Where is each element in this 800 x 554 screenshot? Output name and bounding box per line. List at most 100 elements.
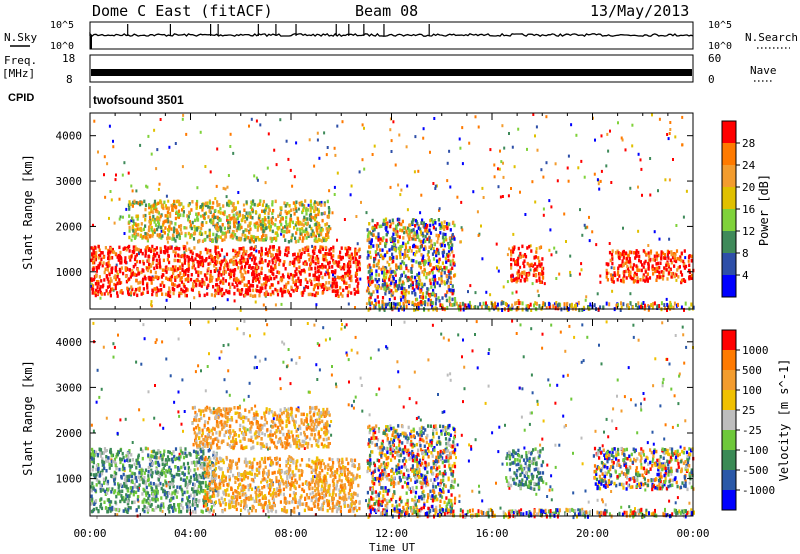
scatter-cell [316, 131, 319, 135]
echo-cell [415, 250, 418, 254]
scatter-cell [599, 179, 602, 183]
echo-cell [101, 457, 104, 461]
echo-cell [358, 262, 361, 266]
scatter-cell [255, 119, 258, 123]
echo-cell [651, 264, 654, 268]
echo-cell [399, 295, 402, 300]
echo-cell [162, 250, 165, 254]
scatter-cell [396, 360, 399, 364]
scatter-cell [350, 184, 353, 188]
scatter-cell [333, 193, 336, 196]
echo-cell [173, 268, 176, 272]
ground-scatter-cell [671, 512, 674, 517]
echo-cell [649, 257, 652, 262]
echo-cell [265, 291, 268, 295]
ground-scatter-cell [652, 511, 655, 516]
echo-cell [431, 268, 434, 273]
ground-scatter-cell [662, 513, 665, 517]
echo-cell [147, 248, 151, 252]
echo-cell [677, 275, 680, 279]
freq-panel-frame [89, 54, 694, 83]
scatter-cell [398, 385, 401, 389]
echo-cell [116, 281, 119, 286]
ground-scatter-cell [557, 511, 560, 515]
echo-cell [347, 246, 350, 250]
echo-cell [188, 219, 191, 224]
scatter-cell [534, 200, 537, 204]
echo-cell [646, 277, 649, 281]
ground-scatter-cell [527, 304, 530, 308]
echo-cell [418, 248, 421, 252]
ground-scatter-cell [630, 511, 633, 516]
echo-cell [218, 218, 221, 222]
ground-scatter-cell [605, 509, 608, 514]
echo-cell [177, 503, 180, 507]
echo-cell [388, 290, 391, 295]
echo-cell [269, 224, 272, 229]
echo-cell [192, 261, 195, 266]
scatter-cell [510, 187, 512, 190]
echo-cell [136, 458, 139, 462]
echo-cell [193, 246, 196, 250]
scatter-cell [498, 425, 501, 429]
scatter-cell [181, 165, 184, 169]
scatter-cell [214, 197, 217, 201]
echo-cell [244, 290, 247, 294]
scatter-cell [316, 378, 319, 381]
echo-cell [223, 226, 226, 231]
echo-cell [130, 291, 133, 295]
echo-cell [414, 252, 417, 257]
echo-cell [312, 273, 315, 278]
echo-cell [346, 269, 349, 273]
echo-cell [431, 252, 435, 256]
echo-cell [451, 233, 454, 237]
scatter-cell [434, 184, 437, 188]
ground-scatter-cell [493, 305, 496, 310]
ground-scatter-cell [549, 509, 552, 513]
echo-cell [394, 230, 397, 234]
echo-cell [302, 208, 305, 212]
scatter-cell [287, 157, 290, 161]
scatter-cell [253, 174, 256, 178]
echo-cell [374, 277, 377, 282]
ground-scatter-cell [522, 512, 525, 517]
echo-cell [425, 291, 428, 295]
echo-cell [626, 266, 630, 271]
echo-cell [318, 201, 321, 205]
echo-cell [408, 228, 411, 232]
echo-cell [146, 259, 149, 263]
echo-cell [357, 290, 360, 294]
echo-cell [173, 506, 176, 510]
echo-cell [97, 256, 100, 260]
ground-scatter-cell [620, 305, 623, 310]
scatter-cell [154, 384, 156, 387]
echo-cell [393, 247, 396, 251]
echo-cell [438, 277, 441, 281]
scatter-cell [568, 324, 571, 328]
echo-cell [406, 254, 409, 258]
echo-cell [391, 252, 394, 257]
echo-cell [642, 278, 645, 282]
echo-cell [231, 209, 234, 213]
echo-cell [93, 449, 96, 454]
echo-cell [203, 293, 206, 298]
scatter-cell [204, 389, 207, 393]
echo-cell [678, 265, 681, 269]
echo-cell [193, 280, 196, 284]
echo-cell [399, 255, 402, 260]
ground-scatter-cell [615, 303, 618, 308]
ground-scatter-cell [669, 300, 672, 305]
echo-cell [128, 207, 131, 211]
scatter-cell [222, 483, 225, 487]
echo-cell [212, 256, 215, 261]
echo-cell [131, 204, 134, 208]
ground-scatter-cell [519, 300, 522, 305]
echo-cell [313, 217, 317, 222]
scatter-cell [502, 161, 504, 165]
echo-cell [191, 258, 194, 262]
echo-cell [400, 222, 403, 227]
echo-cell [510, 253, 513, 257]
echo-cell [99, 451, 102, 455]
echo-cell [176, 230, 179, 235]
scatter-cell [432, 247, 435, 250]
